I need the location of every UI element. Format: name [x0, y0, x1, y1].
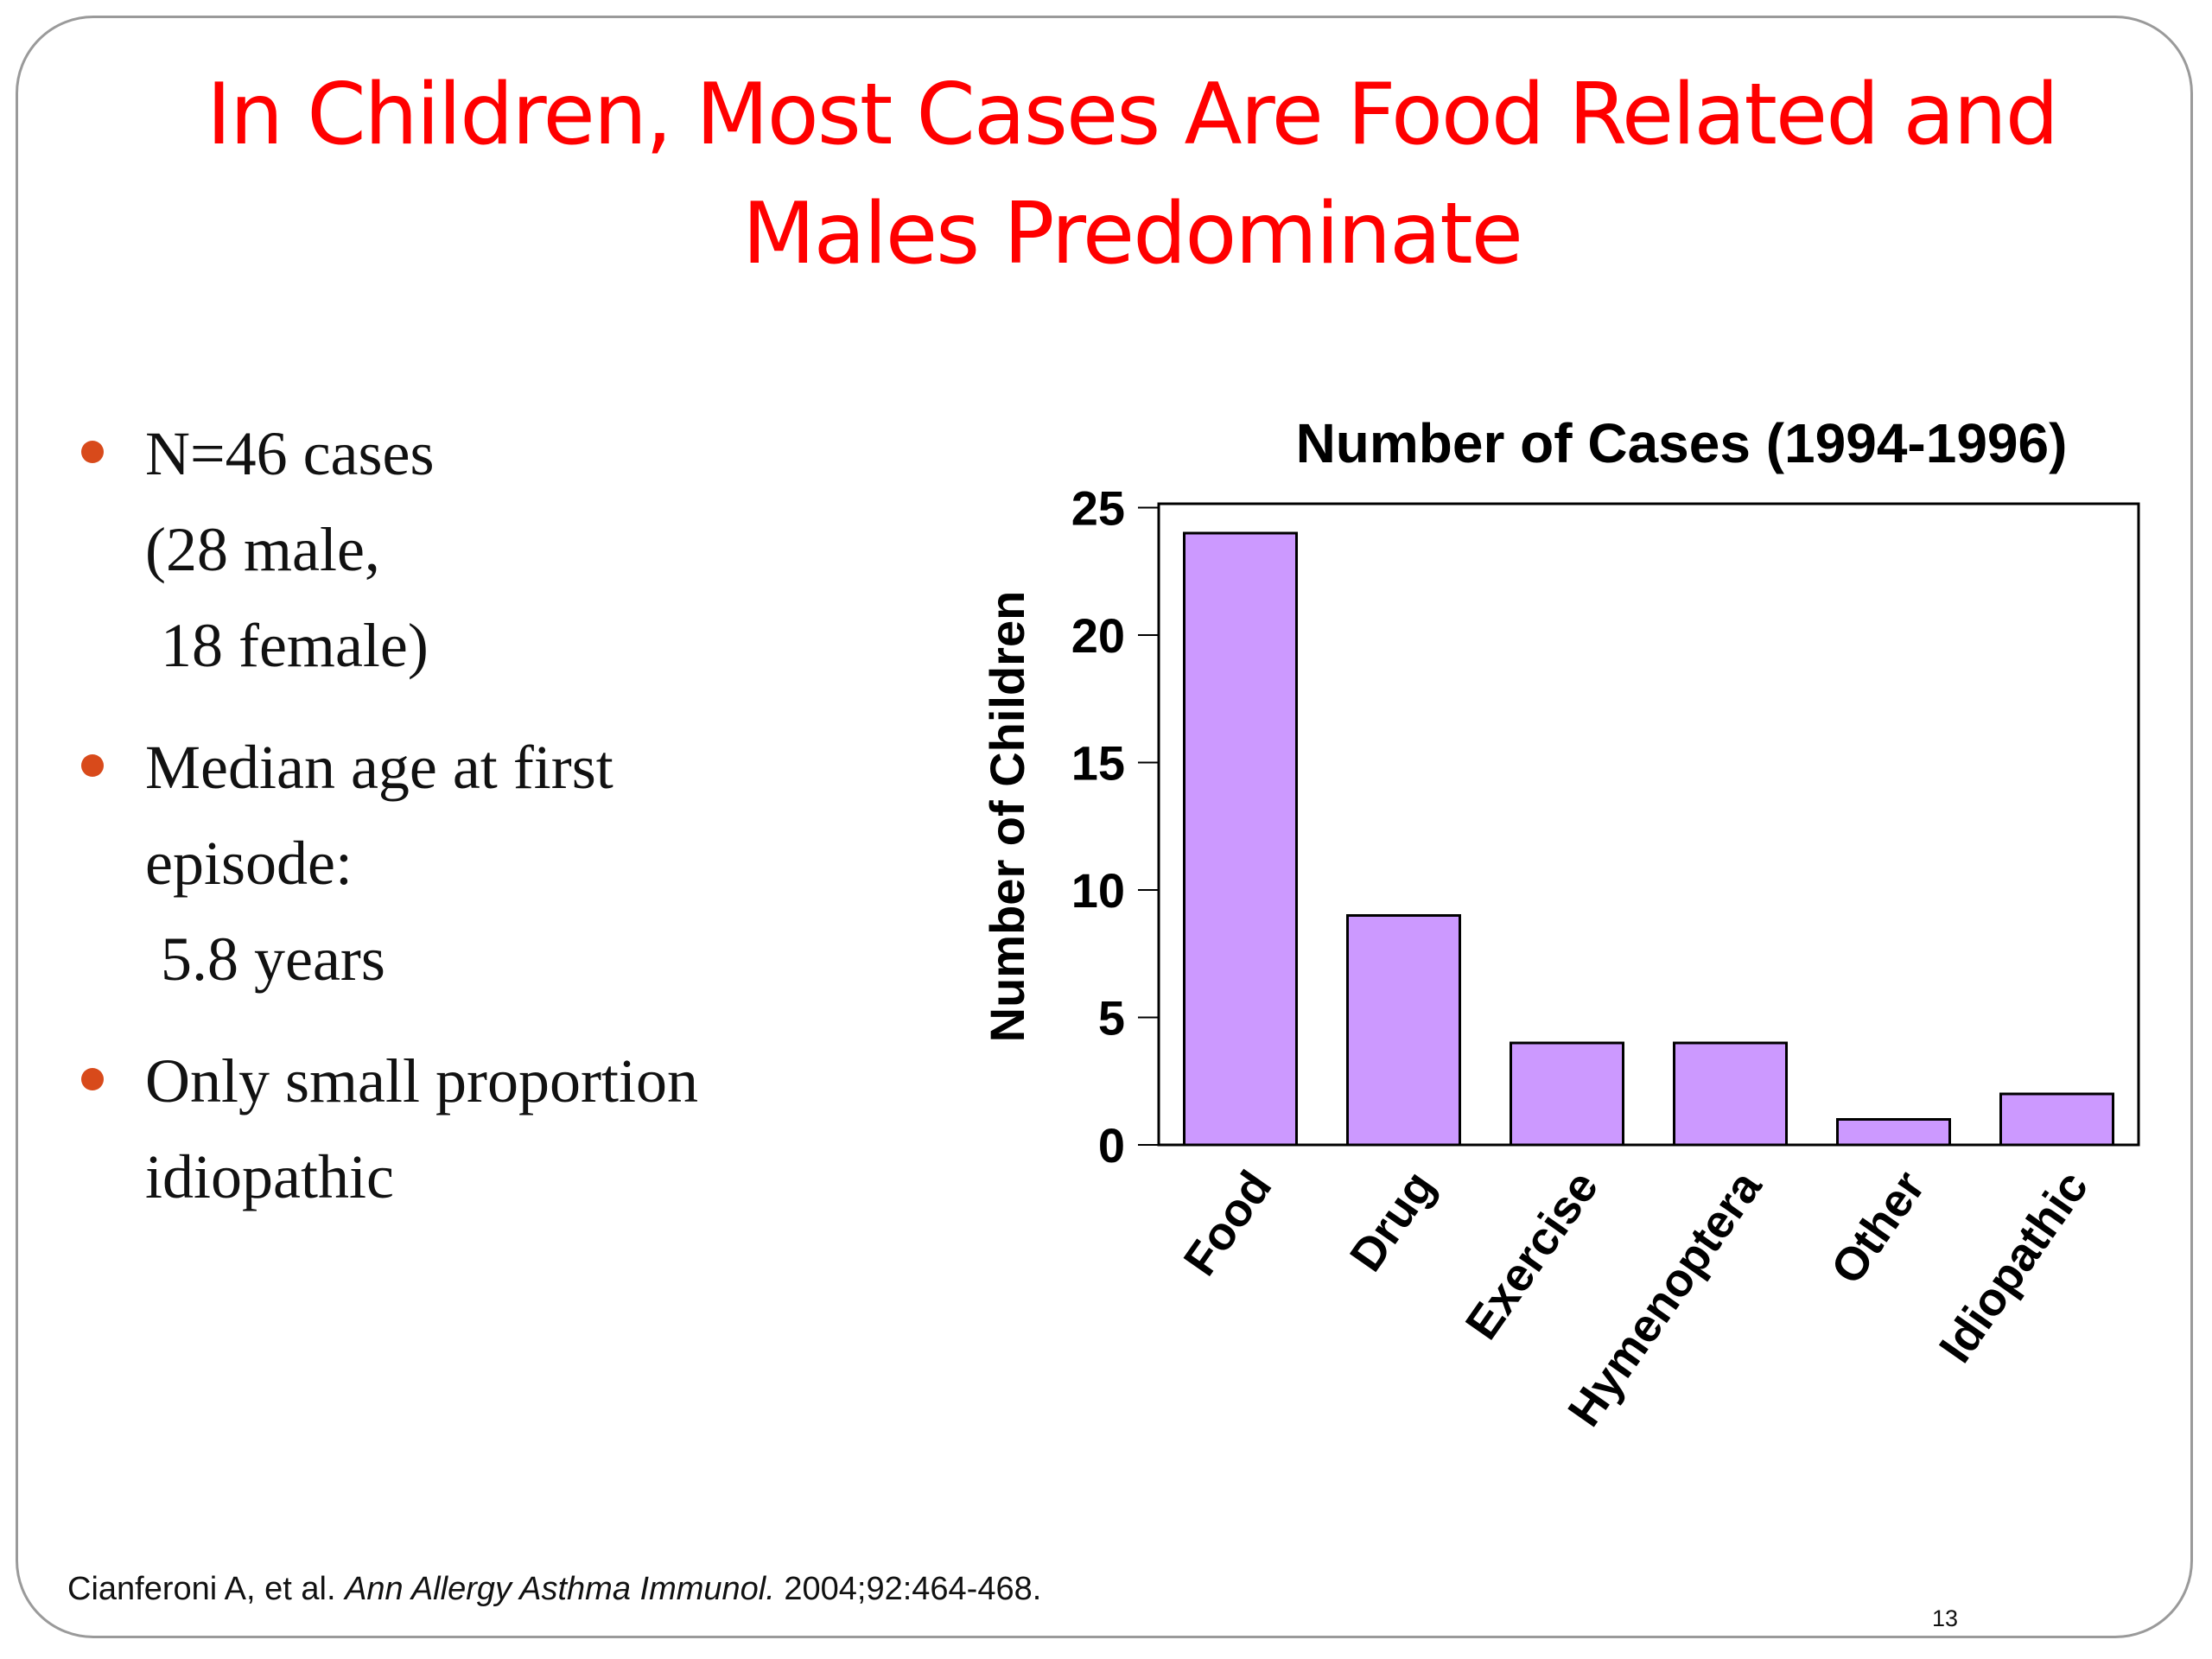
- citation-authors: Cianferoni A, et al.: [67, 1571, 346, 1607]
- bar-food: [1183, 531, 1298, 1147]
- bullet-dot-icon: [81, 1068, 104, 1090]
- chart-y-axis-label: Number of Children: [980, 591, 1034, 1043]
- x-axis-tick-label: Other: [1821, 1161, 1936, 1293]
- x-axis-tick-label: Exercise: [1456, 1161, 1609, 1348]
- bullet-text: Median age at first: [145, 733, 613, 802]
- citation: Cianferoni A, et al. Ann Allergy Asthma …: [67, 1571, 1041, 1608]
- y-axis-tick-label: 0: [1098, 1118, 1125, 1173]
- bullet-list: N=46 cases (28 male, 18 female) Median a…: [78, 406, 907, 1225]
- citation-journal: Ann Allergy Asthma Immunol.: [345, 1571, 775, 1607]
- bullet-item: Only small proportion idiopathic: [78, 1033, 907, 1225]
- bullet-text: N=46 cases: [145, 419, 435, 488]
- citation-details: 2004;92:464-468.: [774, 1571, 1042, 1607]
- chart-title: Number of Cases (1994-1996): [1296, 412, 2068, 474]
- bullet-item: Median age at first episode: 5.8 years: [78, 720, 907, 1007]
- bullet-text: 18 female): [145, 611, 429, 680]
- slide-title-line-2: Males Predominate: [742, 185, 1523, 283]
- bullet-dot-icon: [81, 441, 104, 463]
- bar-drug: [1346, 914, 1461, 1147]
- bullet-text: idiopathic: [145, 1142, 394, 1211]
- x-axis-tick-label: Idiopathic: [1929, 1161, 2098, 1371]
- bullet-text: episode:: [145, 829, 353, 898]
- bar-hymenoptera: [1673, 1041, 1788, 1147]
- bullet-text: Only small proportion: [145, 1046, 698, 1116]
- bar-other: [1836, 1118, 1951, 1147]
- y-axis-tick-label: 5: [1098, 991, 1125, 1046]
- slide-title-line-1: In Children, Most Cases Are Food Related…: [207, 66, 2059, 164]
- plot-frame: [1157, 502, 2140, 1147]
- slide-frame: [16, 16, 2193, 1638]
- slide-number: 13: [1932, 1605, 1959, 1631]
- bullet-text: 5.8 years: [145, 925, 385, 994]
- y-axis-tick-label: 25: [1071, 481, 1125, 536]
- y-axis-tick-label: 15: [1071, 736, 1125, 791]
- bar-exercise: [1510, 1041, 1624, 1147]
- bullet-item: N=46 cases (28 male, 18 female): [78, 406, 907, 694]
- bullet-text: (28 male,: [145, 515, 380, 584]
- x-axis-tick-label: Drug: [1340, 1161, 1445, 1281]
- y-axis-tick-label: 20: [1071, 608, 1125, 663]
- bar-idiopathic: [1999, 1092, 2114, 1147]
- y-axis-tick-label: 10: [1071, 863, 1125, 918]
- bullet-dot-icon: [81, 754, 104, 777]
- x-axis-tick-label: Food: [1173, 1161, 1281, 1285]
